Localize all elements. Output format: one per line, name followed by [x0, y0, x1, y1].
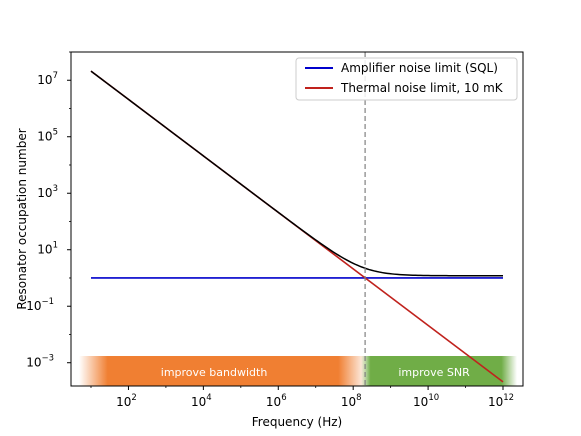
legend: Amplifier noise limit (SQL) Thermal nois… — [295, 57, 518, 101]
y-tick-label: 10−1 — [26, 297, 54, 313]
x-tick-label: 104 — [191, 393, 212, 409]
legend-label-thermal: Thermal noise limit, 10 mK — [340, 81, 504, 95]
x-tick-label: 1012 — [488, 393, 514, 409]
x-tick-label: 1010 — [413, 393, 439, 409]
plot-frame — [70, 51, 524, 387]
y-axis-label: Resonator occupation number — [15, 128, 29, 309]
x-tick-label: 108 — [341, 393, 362, 409]
region-label-bandwidth: improve bandwidth — [161, 366, 268, 379]
x-tick-label: 106 — [266, 393, 287, 409]
region-band-bandwidth — [79, 356, 368, 386]
series-line-total — [90, 70, 503, 277]
x-axis-label: Frequency (Hz) — [252, 415, 343, 429]
x-tick-label: 102 — [116, 393, 137, 409]
legend-label-sql: Amplifier noise limit (SQL) — [341, 61, 498, 75]
y-tick-label: 103 — [37, 184, 58, 200]
region-label-snr: improve SNR — [398, 366, 470, 379]
y-tick-label: 10−3 — [26, 354, 54, 370]
y-tick-label: 105 — [37, 128, 58, 144]
y-tick-label: 107 — [37, 71, 58, 87]
region-bands: improve bandwidth improve SNR — [79, 356, 517, 386]
region-band-snr — [361, 356, 517, 386]
axis-ticks: 102 104 106 108 1010 1012 10−3 10−1 101 103 105 107 — [26, 51, 514, 409]
legend-box — [295, 57, 518, 101]
data-layer — [90, 52, 504, 386]
y-tick-label: 101 — [37, 241, 58, 257]
